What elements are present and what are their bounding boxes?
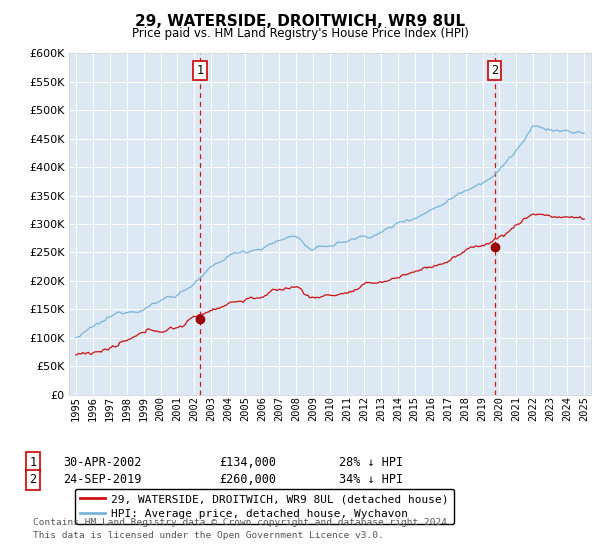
Text: 1: 1: [196, 64, 203, 77]
Text: £134,000: £134,000: [219, 455, 276, 469]
Text: 2: 2: [29, 473, 37, 487]
Text: 1: 1: [29, 455, 37, 469]
Legend: 29, WATERSIDE, DROITWICH, WR9 8UL (detached house), HPI: Average price, detached: 29, WATERSIDE, DROITWICH, WR9 8UL (detac…: [74, 489, 454, 524]
Text: Contains HM Land Registry data © Crown copyright and database right 2024.
This d: Contains HM Land Registry data © Crown c…: [33, 518, 453, 539]
Text: 2: 2: [491, 64, 499, 77]
Text: £260,000: £260,000: [219, 473, 276, 487]
Text: 28% ↓ HPI: 28% ↓ HPI: [339, 455, 403, 469]
Text: 24-SEP-2019: 24-SEP-2019: [63, 473, 142, 487]
Text: 29, WATERSIDE, DROITWICH, WR9 8UL: 29, WATERSIDE, DROITWICH, WR9 8UL: [135, 14, 465, 29]
Text: 30-APR-2002: 30-APR-2002: [63, 455, 142, 469]
Text: 34% ↓ HPI: 34% ↓ HPI: [339, 473, 403, 487]
Text: Price paid vs. HM Land Registry's House Price Index (HPI): Price paid vs. HM Land Registry's House …: [131, 27, 469, 40]
